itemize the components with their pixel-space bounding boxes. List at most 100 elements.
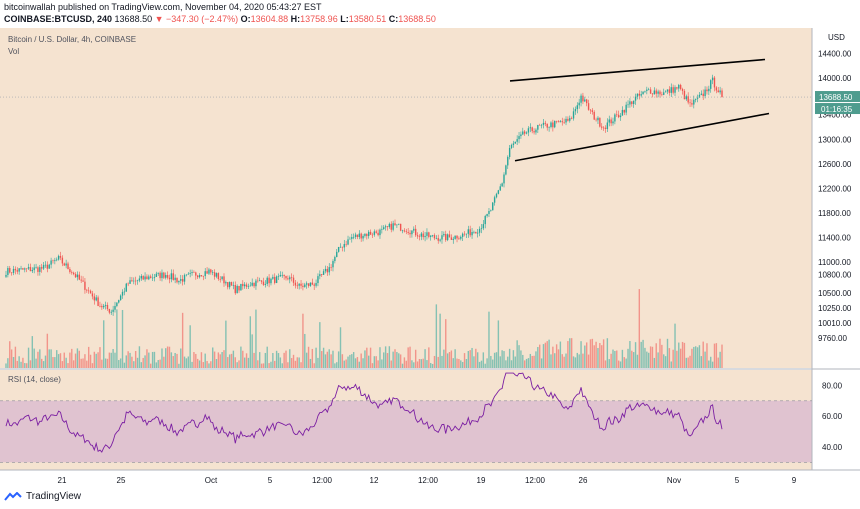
candle-body (345, 244, 347, 245)
volume-bar (715, 343, 718, 368)
volume-bar (499, 356, 501, 368)
candle-body (227, 282, 229, 288)
volume-bar (555, 344, 558, 368)
candle-body (512, 143, 515, 145)
candle-body (681, 89, 684, 92)
time-tick-label: 12 (370, 476, 379, 485)
volume-bar (661, 344, 663, 368)
candle-body (151, 277, 154, 279)
candle-body (304, 284, 306, 287)
candle-body (704, 89, 706, 97)
candle-body (672, 87, 674, 93)
volume-bar (505, 360, 507, 368)
volume-bar (129, 352, 131, 368)
candle-body (56, 259, 58, 261)
candle-body (343, 244, 345, 248)
volume-bar (243, 357, 246, 368)
volume-bar (448, 352, 451, 368)
volume-bar (578, 354, 580, 368)
candle-body (153, 276, 156, 278)
chart-canvas[interactable]: 14400.00 14000.00 13400.00 13000.00 12600.00… (0, 28, 860, 488)
volume-bar (634, 342, 637, 368)
candle-body (217, 273, 220, 279)
candle-body (569, 118, 571, 121)
volume-bar (433, 355, 436, 368)
candle-body (330, 267, 332, 268)
volume-bar (57, 354, 60, 368)
volume-bar (640, 341, 642, 368)
candle-body (518, 136, 520, 140)
volume-bar (469, 350, 471, 368)
candle-body (396, 224, 398, 226)
volume-bar (606, 338, 609, 368)
candle-body (713, 77, 716, 88)
candle-body (678, 84, 680, 89)
volume-bar (326, 351, 329, 368)
volume-bar (309, 358, 312, 368)
volume-bar (552, 346, 554, 368)
volume-bar (74, 353, 77, 368)
candle-body (294, 282, 297, 286)
candle-body (67, 263, 69, 269)
price-tick-label: 14000.00 (818, 74, 852, 83)
volume-bar (392, 351, 394, 368)
candle-body (467, 229, 469, 234)
price-tick-label: 14400.00 (818, 49, 852, 58)
candle-body (334, 257, 336, 262)
candle-body (121, 291, 124, 296)
volume-bar (381, 359, 383, 368)
tradingview-logo-icon (4, 491, 22, 501)
candle-body (72, 272, 75, 274)
channel-lower-line (514, 112, 770, 162)
volume-bar (191, 361, 193, 368)
volume-bar (407, 347, 409, 368)
volume-bar (678, 342, 680, 368)
volume-bar (245, 353, 248, 368)
time-tick-label: 5 (268, 476, 273, 485)
volume-bar (443, 349, 445, 368)
volume-bar (518, 345, 520, 368)
last-price: 13688.50 (114, 14, 153, 24)
candle-body (352, 236, 355, 238)
volume-bar (144, 355, 146, 368)
volume-bar (176, 353, 178, 368)
volume-bar (691, 348, 693, 368)
volume-bar (281, 363, 283, 368)
candle-body (251, 282, 253, 286)
volume-bar (351, 354, 353, 368)
volume-bar (304, 333, 306, 368)
volume-bar (91, 363, 94, 368)
candle-body (452, 238, 454, 240)
volume-bar (405, 360, 407, 368)
volume-bar (279, 357, 282, 368)
candle-body (37, 267, 39, 272)
candle-body (24, 268, 26, 270)
candle-body (384, 226, 387, 228)
candle-body (405, 231, 407, 232)
volume-bar (14, 346, 17, 368)
volume-bar (136, 357, 139, 368)
volume-bar (225, 320, 227, 368)
volume-bar (702, 341, 704, 368)
candle-body (679, 84, 682, 90)
candle-body (424, 235, 426, 238)
candle-body (292, 277, 295, 283)
candle-body (461, 233, 464, 237)
high-value: 13758.96 (300, 14, 338, 24)
candle-body (339, 246, 342, 248)
candle-body (369, 231, 372, 235)
price-tag: 13688.50 (819, 93, 853, 102)
time-tick-label: 19 (477, 476, 486, 485)
volume-bar (296, 357, 298, 368)
candle-body (172, 273, 174, 280)
candle-body (9, 268, 11, 273)
volume-bar (713, 343, 716, 368)
volume-bar (570, 338, 573, 368)
candle-body (446, 234, 449, 241)
candle-body (309, 282, 312, 286)
candle-body (567, 118, 569, 121)
volume-bar (305, 352, 308, 368)
candle-body (411, 230, 413, 235)
volume-bar (151, 351, 154, 368)
candle-body (448, 234, 451, 238)
